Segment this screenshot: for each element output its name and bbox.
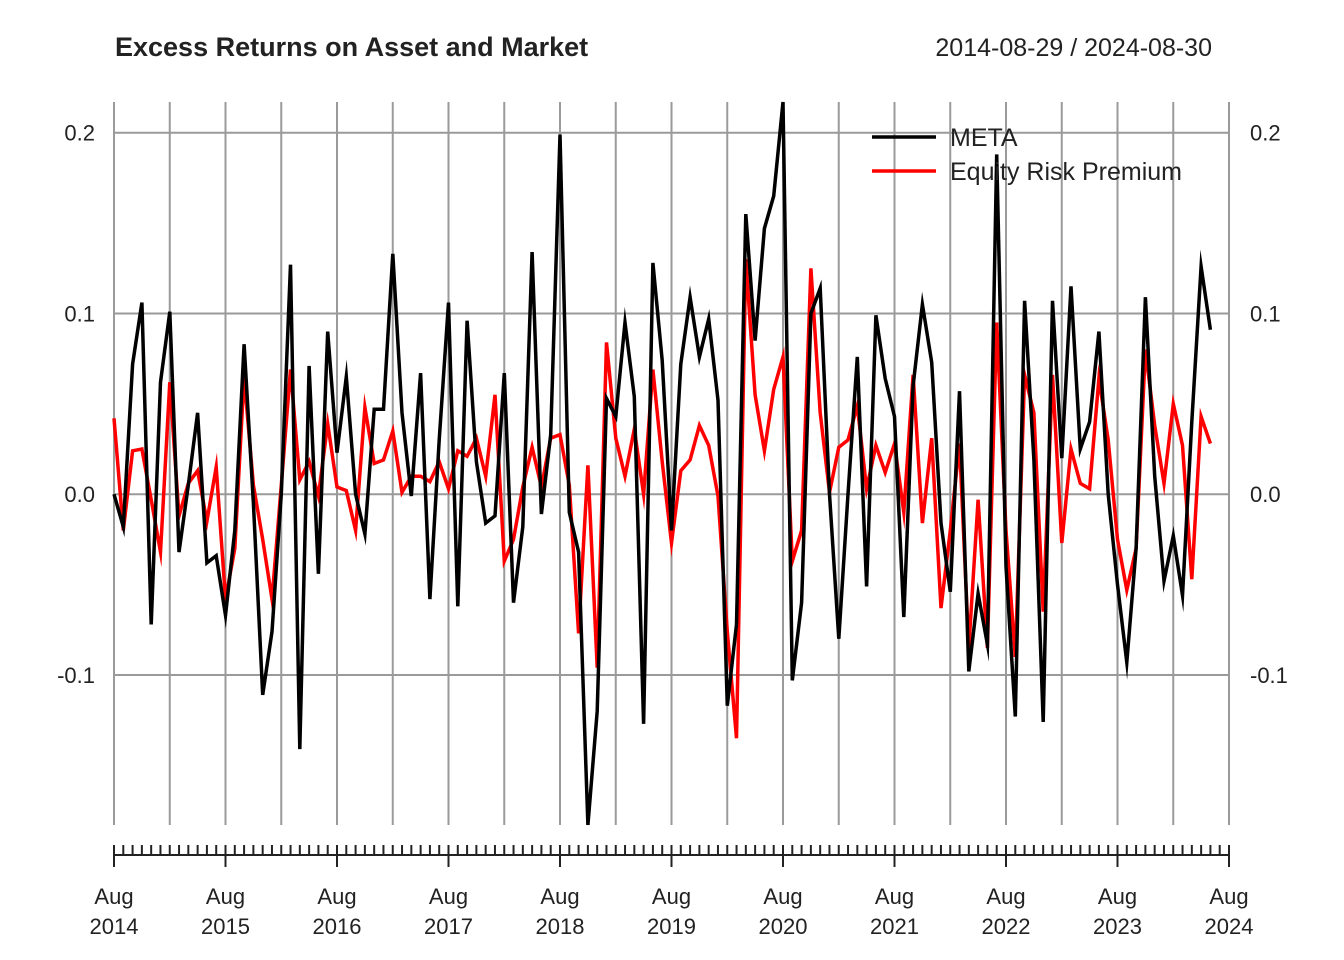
x-tick-year: 2022 [982,914,1031,939]
y-tick-label-right: 0.1 [1250,301,1281,326]
y-tick-label-left: -0.1 [57,663,95,688]
x-tick-year: 2019 [647,914,696,939]
legend: META Equity Risk Premium [872,124,1182,186]
x-tick-month: Aug [1098,884,1137,909]
x-tick-year: 2018 [536,914,585,939]
x-tick-month: Aug [986,884,1025,909]
x-tick-month: Aug [317,884,356,909]
y-tick-label-right: 0.2 [1250,121,1281,146]
x-tick-year: 2020 [759,914,808,939]
x-tick-year: 2014 [90,914,139,939]
y-tick-label-right: -0.1 [1250,663,1288,688]
date-range-label: 2014-08-29 / 2024-08-30 [935,34,1212,62]
series-line-equity-risk-premium [112,259,1213,739]
y-tick-label-right: 0.0 [1250,482,1281,507]
x-tick-month: Aug [652,884,691,909]
grid-layer [113,102,1230,825]
x-tick-month: Aug [875,884,914,909]
x-tick-month: Aug [763,884,802,909]
x-tick-month: Aug [206,884,245,909]
y-axis-left: -0.1 0.0 0.1 0.2 [57,121,95,688]
x-tick-year: 2021 [870,914,919,939]
x-axis: Aug 2014 Aug 2015 Aug 2016 Aug 2017 Aug 2018 Aug 20… [90,845,1254,939]
x-tick-month: Aug [94,884,133,909]
series-line-meta [112,101,1213,826]
x-tick-month: Aug [429,884,468,909]
x-tick-year: 2015 [201,914,250,939]
x-tick-month: Aug [1209,884,1248,909]
chart-title: Excess Returns on Asset and Market [115,32,588,62]
y-tick-label-left: 0.2 [64,121,95,146]
legend-label-meta: META [950,124,1018,152]
series-layer [112,101,1213,826]
x-tick-year: 2017 [424,914,473,939]
y-tick-label-left: 0.1 [64,301,95,326]
y-tick-label-left: 0.0 [64,482,95,507]
x-tick-year: 2016 [313,914,362,939]
x-tick-year: 2024 [1205,914,1254,939]
legend-label-equity-risk-premium: Equity Risk Premium [950,158,1182,186]
x-tick-month: Aug [540,884,579,909]
x-tick-year: 2023 [1093,914,1142,939]
y-axis-right: -0.1 0.0 0.1 0.2 [1250,121,1288,688]
